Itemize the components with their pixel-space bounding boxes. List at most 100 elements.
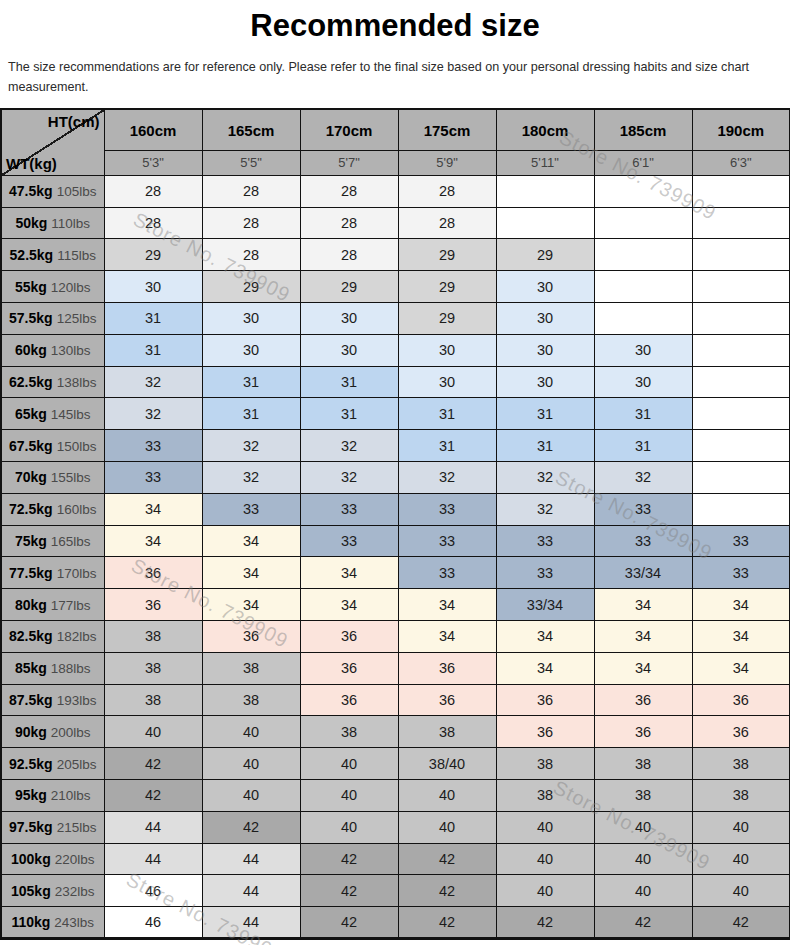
size-cell: 30: [202, 302, 300, 334]
table-row-92.5kg: 92.5kg205lbs42404038/40383838: [1, 748, 790, 780]
size-cell: 33: [692, 557, 790, 589]
size-cell: 28: [300, 175, 398, 207]
size-cell: 42: [398, 907, 496, 939]
size-cell: 40: [300, 779, 398, 811]
table-row-50kg: 50kg110lbs28282828: [1, 207, 790, 239]
size-cell: 44: [104, 843, 202, 875]
size-cell: 34: [496, 620, 594, 652]
table-row-72.5kg: 72.5kg160lbs343333333233: [1, 493, 790, 525]
table-row-62.5kg: 62.5kg138lbs323131303030: [1, 366, 790, 398]
size-cell: 34: [594, 620, 692, 652]
size-cell: 40: [398, 779, 496, 811]
size-table: HT(cm) WT(kg) 160cm165cm170cm175cm180cm1…: [0, 108, 790, 940]
row-header-weight: 97.5kg215lbs: [1, 811, 104, 843]
size-cell: 34: [104, 493, 202, 525]
row-header-weight: 62.5kg138lbs: [1, 366, 104, 398]
corner-label-height: HT(cm): [48, 113, 100, 130]
size-cell: 33: [594, 493, 692, 525]
size-cell: 33: [104, 461, 202, 493]
row-header-weight: 70kg155lbs: [1, 461, 104, 493]
weight-lbs-label: 125lbs: [57, 311, 97, 326]
size-cell: 42: [398, 875, 496, 907]
size-cell: 32: [202, 461, 300, 493]
size-cell: 40: [202, 748, 300, 780]
size-cell: 30: [300, 334, 398, 366]
col-header-cm-175cm: 175cm: [398, 109, 496, 150]
size-cell: 46: [104, 875, 202, 907]
size-cell: 34: [496, 652, 594, 684]
page: Recommended size The size recommendation…: [0, 8, 790, 945]
size-cell: 32: [202, 430, 300, 462]
size-cell: 36: [496, 684, 594, 716]
size-cell: 28: [104, 175, 202, 207]
size-cell: 30: [496, 302, 594, 334]
size-cell: 33: [692, 525, 790, 557]
size-cell: [692, 175, 790, 207]
size-cell: 34: [104, 525, 202, 557]
size-cell: 40: [104, 716, 202, 748]
size-cell: 32: [398, 461, 496, 493]
table-row-87.5kg: 87.5kg193lbs38383636363636: [1, 684, 790, 716]
size-cell: [594, 175, 692, 207]
table-row-47.5kg: 47.5kg105lbs28282828: [1, 175, 790, 207]
size-cell: 28: [202, 175, 300, 207]
size-cell: 38: [692, 748, 790, 780]
size-cell: 38: [300, 716, 398, 748]
size-cell: 30: [496, 366, 594, 398]
weight-lbs-label: 205lbs: [57, 757, 97, 772]
size-cell: [692, 493, 790, 525]
row-header-weight: 65kg145lbs: [1, 398, 104, 430]
size-cell: 32: [496, 493, 594, 525]
weight-lbs-label: 210lbs: [51, 788, 91, 803]
table-row-55kg: 55kg120lbs3029292930: [1, 271, 790, 303]
size-cell: 31: [202, 366, 300, 398]
table-row-60kg: 60kg130lbs313030303030: [1, 334, 790, 366]
corner-cell: HT(cm) WT(kg): [1, 109, 104, 175]
size-cell: 46: [104, 907, 202, 939]
weight-kg-label: 87.5kg: [9, 692, 53, 708]
size-cell: 33: [398, 525, 496, 557]
size-cell: 36: [692, 716, 790, 748]
size-cell: 31: [202, 398, 300, 430]
row-header-weight: 60kg130lbs: [1, 334, 104, 366]
size-cell: 31: [594, 430, 692, 462]
corner-label-weight: WT(kg): [6, 155, 57, 172]
table-row-90kg: 90kg200lbs40403838363636: [1, 716, 790, 748]
size-cell: 40: [692, 875, 790, 907]
size-cell: 28: [202, 239, 300, 271]
size-cell: 40: [496, 843, 594, 875]
size-cell: 34: [692, 589, 790, 621]
size-cell: 31: [300, 366, 398, 398]
weight-lbs-label: 105lbs: [57, 184, 97, 199]
weight-kg-label: 65kg: [15, 406, 47, 422]
size-cell: [692, 271, 790, 303]
weight-kg-label: 57.5kg: [9, 310, 53, 326]
weight-kg-label: 100kg: [11, 851, 51, 867]
size-cell: 33: [300, 493, 398, 525]
size-cell: 31: [398, 398, 496, 430]
size-cell: 36: [594, 716, 692, 748]
weight-kg-label: 77.5kg: [9, 565, 53, 581]
size-cell: 40: [594, 843, 692, 875]
col-header-cm-170cm: 170cm: [300, 109, 398, 150]
size-cell: 34: [692, 652, 790, 684]
weight-lbs-label: 120lbs: [51, 280, 91, 295]
size-cell: [496, 175, 594, 207]
size-cell: 38: [104, 652, 202, 684]
size-cell: 38/40: [398, 748, 496, 780]
size-cell: 32: [104, 366, 202, 398]
row-header-weight: 82.5kg182lbs: [1, 620, 104, 652]
size-cell: 44: [104, 811, 202, 843]
size-cell: 36: [300, 620, 398, 652]
weight-kg-label: 80kg: [15, 597, 47, 613]
size-cell: 36: [104, 557, 202, 589]
size-cell: 34: [692, 620, 790, 652]
row-header-weight: 92.5kg205lbs: [1, 748, 104, 780]
table-row-75kg: 75kg165lbs34343333333333: [1, 525, 790, 557]
row-header-weight: 55kg120lbs: [1, 271, 104, 303]
size-cell: 38: [104, 620, 202, 652]
row-header-weight: 100kg220lbs: [1, 843, 104, 875]
col-header-cm-190cm: 190cm: [692, 109, 790, 150]
row-header-weight: 72.5kg160lbs: [1, 493, 104, 525]
size-cell: 33/34: [496, 589, 594, 621]
